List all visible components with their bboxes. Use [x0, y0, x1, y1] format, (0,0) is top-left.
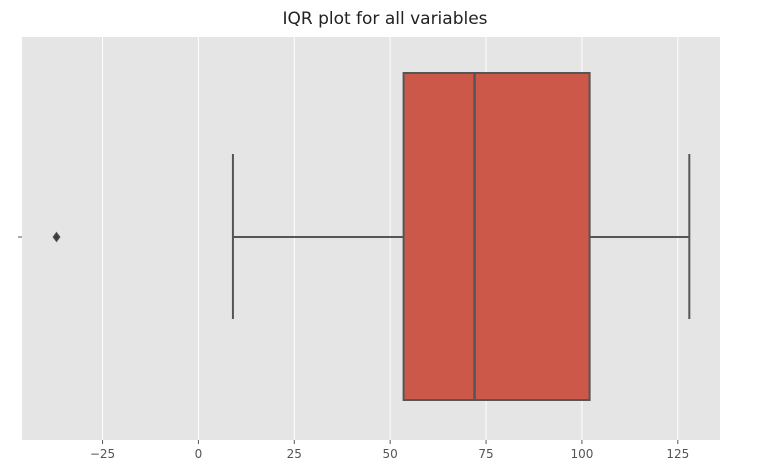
iqr-box	[402, 72, 591, 401]
x-tick-label: 75	[478, 447, 493, 461]
x-tick-label: 25	[287, 447, 302, 461]
x-tick-label: 125	[666, 447, 689, 461]
x-tick-label: 50	[383, 447, 398, 461]
chart-title: IQR plot for all variables	[282, 9, 488, 29]
outlier-point	[52, 231, 61, 243]
x-axis: −25 0 25 50 75 100 125	[18, 236, 689, 461]
plot-area	[22, 37, 720, 440]
box-plot-marks	[52, 72, 691, 401]
x-tick-label: 100	[570, 447, 593, 461]
x-tick-label: 0	[195, 447, 203, 461]
x-tick-label: −25	[90, 447, 115, 461]
